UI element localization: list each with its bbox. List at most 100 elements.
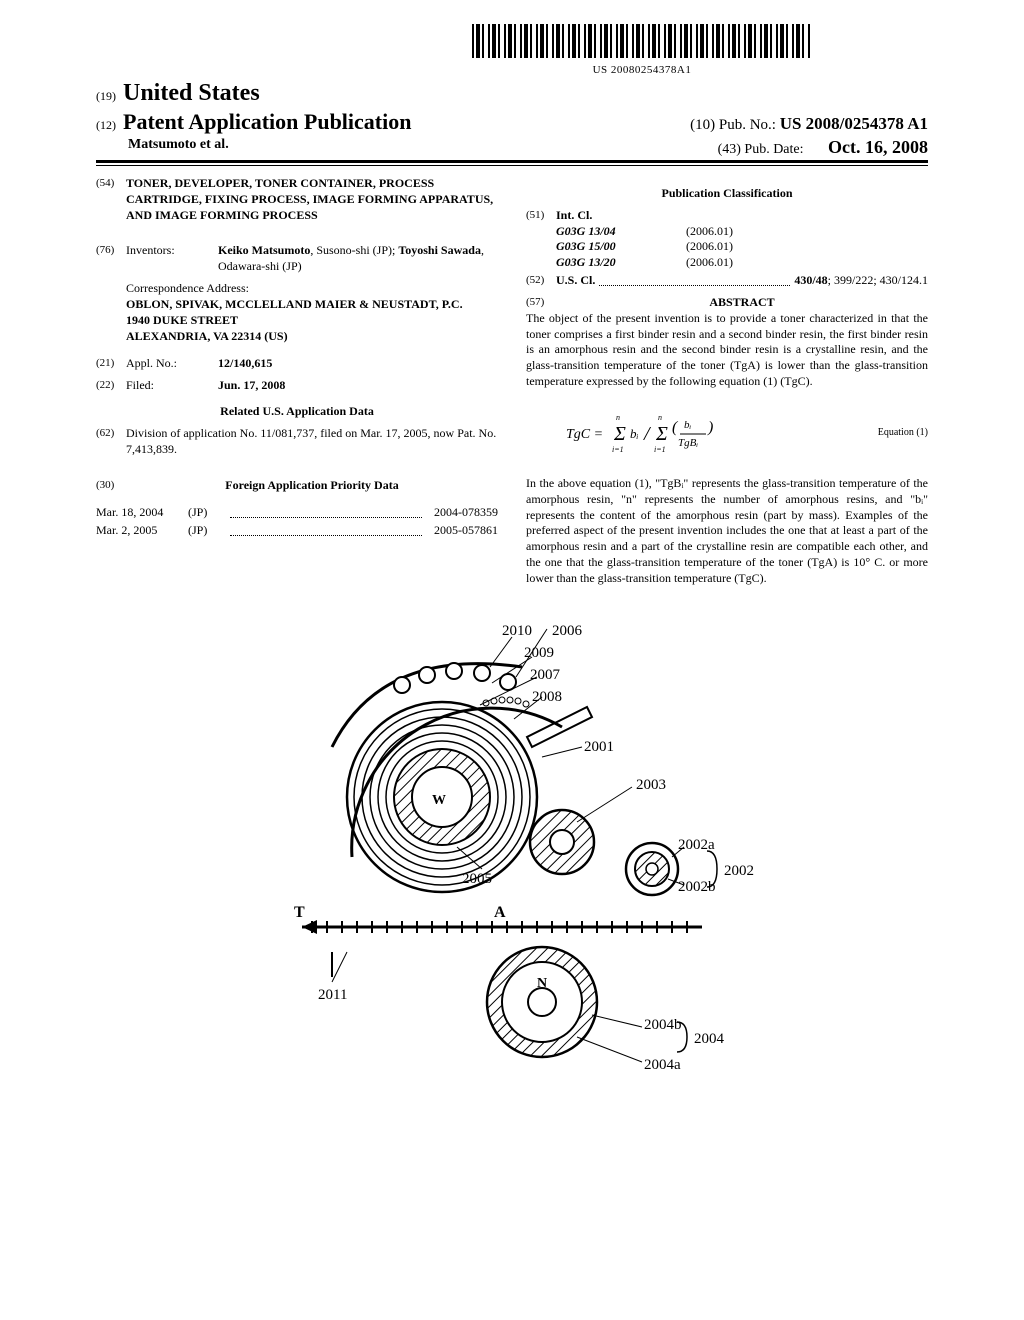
foreign-heading: Foreign Application Priority Data <box>126 478 498 494</box>
intcl-label: Int. Cl. <box>556 208 928 224</box>
barcode-zone: US 20080254378A1 <box>356 24 928 76</box>
svg-text:Σ: Σ <box>655 423 668 445</box>
corr-line-3: ALEXANDRIA, VA 22314 (US) <box>126 329 498 345</box>
svg-text:2004: 2004 <box>694 1031 725 1047</box>
corr-line-2: 1940 DUKE STREET <box>126 313 498 329</box>
abstract-code: (57) <box>526 295 556 311</box>
pub-no-block: (10) Pub. No.: US 2008/0254378 A1 <box>690 114 928 134</box>
pub-no-code: (10) <box>690 117 715 133</box>
division-text: Division of application No. 11/081,737, … <box>126 426 498 458</box>
foreign-date-2: Mar. 2, 2005 <box>96 523 180 539</box>
uscl-label: U.S. Cl. <box>556 273 595 289</box>
svg-text:/: / <box>643 423 652 445</box>
applno-value: 12/140,615 <box>218 356 498 372</box>
abstract-heading: ABSTRACT <box>556 295 928 311</box>
corr-line-1: OBLON, SPIVAK, MCCLELLAND MAIER & NEUSTA… <box>126 297 498 313</box>
svg-text:2002b: 2002b <box>678 879 716 895</box>
foreign-cc-1: (JP) <box>188 505 218 521</box>
svg-text:bᵢ: bᵢ <box>684 419 692 431</box>
uscl-value: 430/48; 399/222; 430/124.1 <box>794 273 928 289</box>
code-19: (19) <box>96 89 116 103</box>
filed-value: Jun. 17, 2008 <box>218 378 498 394</box>
abstract-p1: The object of the present invention is t… <box>526 311 928 390</box>
foreign-num-2: 2005-057861 <box>434 523 498 539</box>
svg-text:TgC =: TgC = <box>566 427 603 442</box>
svg-text:2001: 2001 <box>584 739 614 755</box>
svg-text:2003: 2003 <box>636 777 666 793</box>
right-column: Publication Classification (51) Int. Cl.… <box>526 176 928 587</box>
svg-text:i=1: i=1 <box>654 445 666 454</box>
pub-no-label: Pub. No.: <box>719 117 776 133</box>
svg-text:A: A <box>494 904 506 921</box>
intcl-row-2: G03G 15/00 (2006.01) <box>556 239 928 255</box>
filed-code: (22) <box>96 378 126 394</box>
svg-text:2010: 2010 <box>502 623 532 639</box>
foreign-num-1: 2004-078359 <box>434 505 498 521</box>
svg-text:N: N <box>537 976 547 991</box>
pub-date-label: Pub. Date: <box>744 142 803 157</box>
svg-text:i=1: i=1 <box>612 445 624 454</box>
svg-text:TgBᵢ: TgBᵢ <box>678 437 698 449</box>
barcode <box>472 24 812 58</box>
svg-text:2009: 2009 <box>524 645 554 661</box>
svg-text:2011: 2011 <box>318 987 347 1003</box>
left-column: (54) TONER, DEVELOPER, TONER CONTAINER, … <box>96 176 498 587</box>
intcl-year-2: (2006.01) <box>686 239 733 255</box>
invention-title: TONER, DEVELOPER, TONER CONTAINER, PROCE… <box>126 176 498 223</box>
barcode-text: US 20080254378A1 <box>356 64 928 76</box>
inventors-body: Keiko Matsumoto, Susono-shi (JP); Toyosh… <box>218 243 498 275</box>
pub-class-heading: Publication Classification <box>526 186 928 202</box>
svg-text:2006: 2006 <box>552 623 583 639</box>
filed-label: Filed: <box>126 378 218 394</box>
related-heading: Related U.S. Application Data <box>96 404 498 420</box>
applno-label: Appl. No.: <box>126 356 218 372</box>
abstract-p2: In the above equation (1), "TgBᵢ" repres… <box>526 476 928 587</box>
inventors-label: Inventors: <box>126 243 218 275</box>
header: (19) United States (12) Patent Applicati… <box>96 80 928 166</box>
intcl-sym-2: G03G 15/00 <box>556 239 646 255</box>
intcl-sym-3: G03G 13/20 <box>556 255 646 271</box>
corr-label: Correspondence Address: <box>126 281 498 297</box>
svg-text:2002: 2002 <box>724 863 754 879</box>
intcl-year-1: (2006.01) <box>686 224 733 240</box>
svg-text:2008: 2008 <box>532 689 562 705</box>
svg-text:2004b: 2004b <box>644 1017 682 1033</box>
intcl-sym-1: G03G 13/04 <box>556 224 646 240</box>
svg-text:): ) <box>707 419 713 436</box>
intcl-row-1: G03G 13/04 (2006.01) <box>556 224 928 240</box>
svg-text:2004a: 2004a <box>644 1057 681 1073</box>
svg-text:2002a: 2002a <box>678 837 715 853</box>
foreign-date-1: Mar. 18, 2004 <box>96 505 180 521</box>
svg-text:n: n <box>658 413 662 422</box>
svg-text:Σ: Σ <box>613 423 626 445</box>
uscl-code: (52) <box>526 273 556 289</box>
svg-text:(: ( <box>672 419 679 436</box>
svg-text:T: T <box>294 904 305 921</box>
pub-no-value: US 2008/0254378 A1 <box>780 114 928 133</box>
rule-thick <box>96 160 928 163</box>
svg-text:2007: 2007 <box>530 667 561 683</box>
svg-text:W: W <box>432 793 446 808</box>
equation-block: TgC = Σ n i=1 bᵢ / Σ n i=1 ( bᵢ TgBᵢ ) <box>526 408 928 458</box>
equation: TgC = Σ n i=1 bᵢ / Σ n i=1 ( bᵢ TgBᵢ ) <box>566 408 746 458</box>
intcl-row-3: G03G 13/20 (2006.01) <box>556 255 928 271</box>
foreign-code: (30) <box>96 478 126 494</box>
pub-date-block: (43) Pub. Date: Oct. 16, 2008 <box>718 137 928 158</box>
svg-text:n: n <box>616 413 620 422</box>
inventors-code: (76) <box>96 243 126 275</box>
svg-text:2005: 2005 <box>462 871 492 887</box>
foreign-row-2: Mar. 2, 2005 (JP) 2005-057861 <box>96 523 498 539</box>
intcl-code: (51) <box>526 208 556 271</box>
pub-date-code: (43) <box>718 142 741 157</box>
rule-thin <box>96 165 928 166</box>
doc-type: Patent Application Publication <box>123 109 411 134</box>
title-code: (54) <box>96 176 126 237</box>
authors: Matsumoto et al. <box>128 137 229 158</box>
applno-code: (21) <box>96 356 126 372</box>
svg-text:bᵢ: bᵢ <box>630 426 639 441</box>
foreign-row-1: Mar. 18, 2004 (JP) 2004-078359 <box>96 505 498 521</box>
code-12: (12) <box>96 118 116 132</box>
country: United States <box>123 80 260 106</box>
foreign-cc-2: (JP) <box>188 523 218 539</box>
pub-date-value: Oct. 16, 2008 <box>828 137 928 157</box>
